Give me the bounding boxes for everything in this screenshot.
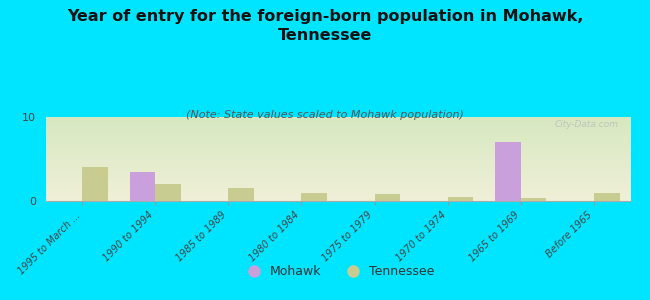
Bar xyxy=(129,172,155,201)
Bar xyxy=(82,167,108,201)
Bar xyxy=(374,194,400,201)
Bar xyxy=(495,142,521,201)
Bar xyxy=(228,188,254,201)
Text: (Note: State values scaled to Mohawk population): (Note: State values scaled to Mohawk pop… xyxy=(186,110,464,119)
Legend: Mohawk, Tennessee: Mohawk, Tennessee xyxy=(237,260,439,283)
Bar xyxy=(302,193,327,201)
Bar xyxy=(521,199,547,201)
Bar xyxy=(155,184,181,201)
Bar xyxy=(448,197,473,201)
Text: City-Data.com: City-Data.com xyxy=(555,119,619,128)
Text: Year of entry for the foreign-born population in Mohawk,
Tennessee: Year of entry for the foreign-born popul… xyxy=(67,9,583,43)
Bar xyxy=(594,193,619,201)
